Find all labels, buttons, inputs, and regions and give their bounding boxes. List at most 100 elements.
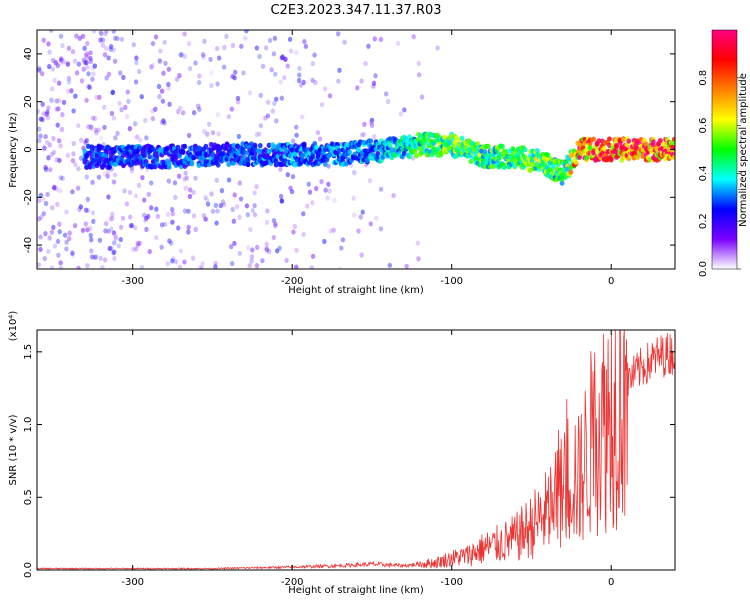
snr-y-scale-label: (x10⁴) bbox=[8, 311, 19, 342]
spectrogram-noise-cell bbox=[82, 45, 87, 51]
spectrogram-ridge-cell bbox=[421, 144, 426, 150]
spectrogram-noise-cell bbox=[43, 164, 48, 171]
spectrogram-noise-cell bbox=[49, 86, 55, 92]
spectrogram-noise-cell bbox=[133, 79, 139, 85]
spectrogram-noise-cell bbox=[263, 45, 269, 51]
spectrogram-noise-cell bbox=[83, 139, 88, 145]
spectrogram-noise-cell bbox=[137, 68, 142, 75]
spectrogram-noise-cell bbox=[40, 101, 45, 107]
spectrogram-noise-cell bbox=[126, 98, 131, 104]
spectrogram-noise-cell bbox=[264, 247, 270, 253]
spectrogram-noise-cell bbox=[131, 246, 136, 252]
spectrogram-noise-cell bbox=[226, 114, 232, 120]
spectrogram-noise-cell bbox=[140, 175, 145, 181]
spectrogram-noise-cell bbox=[99, 135, 104, 141]
spectrogram-ridge-cell bbox=[496, 155, 502, 162]
spectrogram-noise-cell bbox=[159, 119, 165, 125]
spectrogram-noise-cell bbox=[209, 191, 214, 197]
spectrogram-noise-cell bbox=[204, 197, 210, 203]
spectrogram-noise-cell bbox=[231, 218, 237, 224]
spectrogram-noise-cell bbox=[168, 240, 174, 246]
spectrogram-noise-cell bbox=[309, 265, 315, 269]
spectrogram-noise-cell bbox=[121, 74, 126, 81]
spectrogram-noise-cell bbox=[176, 173, 182, 179]
spectrogram-noise-cell bbox=[219, 188, 225, 194]
spectrogram-noise-cell bbox=[288, 185, 293, 191]
spectrogram-ridge-cell bbox=[314, 144, 319, 151]
spectrogram-noise-cell bbox=[76, 123, 81, 129]
spectrogram-noise-cell bbox=[402, 107, 407, 113]
spectrogram-noise-cell bbox=[47, 49, 52, 55]
snr-panel: -300 -200 -100 0 0.0 0.5 1.0 1.5 Height of str… bbox=[8, 311, 676, 596]
spectrogram-noise-cell bbox=[243, 35, 248, 41]
spectrogram-noise-cell bbox=[221, 201, 227, 208]
spectrogram-noise-cell bbox=[85, 64, 90, 71]
spectrogram-noise-cell bbox=[206, 121, 212, 127]
spectrogram-ridge-cell bbox=[363, 148, 368, 154]
spectrogram-ridge-cell bbox=[280, 161, 286, 167]
spectrogram-noise-cell bbox=[254, 132, 260, 138]
spectrogram-noise-cell bbox=[277, 245, 282, 251]
spectrogram-noise-cell bbox=[108, 46, 113, 52]
spectrogram-noise-cell bbox=[158, 48, 163, 54]
spectrogram-noise-cell bbox=[135, 240, 140, 246]
spectrogram-noise-cell bbox=[83, 52, 89, 58]
spectrogram-noise-cell bbox=[111, 115, 117, 121]
spectrogram-noise-cell bbox=[322, 86, 328, 92]
spectrogram-noise-cell bbox=[43, 231, 48, 237]
spectrogram-noise-cell bbox=[362, 131, 367, 137]
spectrogram-ridge-cell bbox=[203, 143, 209, 149]
spectrogram-ridge-cell bbox=[607, 136, 612, 142]
spectrogram-noise-cell bbox=[236, 133, 242, 140]
spectrogram-noise-cell bbox=[230, 206, 235, 213]
spectrogram-noise-cell bbox=[112, 255, 117, 262]
spectrogram-noise-cell bbox=[61, 59, 66, 65]
spectrogram-noise-cell bbox=[49, 151, 54, 158]
spectrogram-noise-cell bbox=[170, 211, 175, 217]
spectrogram-noise-cell bbox=[52, 184, 57, 190]
spectrogram-noise-cell bbox=[351, 195, 356, 201]
spectrogram-noise-cell bbox=[66, 79, 72, 85]
spectrogram-noise-cell bbox=[265, 208, 270, 214]
spectrogram-noise-cell bbox=[104, 75, 109, 81]
spectrogram-noise-cell bbox=[58, 188, 63, 194]
spectrogram-noise-cell bbox=[50, 66, 56, 72]
spectrogram-noise-cell bbox=[247, 90, 253, 96]
spectrogram-noise-cell bbox=[39, 214, 44, 220]
spectrogram-noise-cell bbox=[58, 60, 64, 66]
spectrogram-ridge-cell bbox=[180, 148, 186, 154]
snr-frame bbox=[36, 329, 676, 571]
spectrogram-noise-cell bbox=[86, 124, 91, 130]
spectrogram-noise-cell bbox=[187, 66, 193, 72]
spectrogram-noise-cell bbox=[90, 179, 95, 185]
spectrogram-noise-cell bbox=[89, 254, 95, 260]
spectrogram-ridge-cell bbox=[642, 137, 647, 143]
spectrogram-ridge-cell bbox=[182, 143, 188, 149]
spectrogram-noise-cell bbox=[301, 231, 306, 238]
spectrogram-noise-cell bbox=[66, 236, 72, 242]
spectrogram-ridge-cell bbox=[468, 158, 474, 165]
spectrogram-noise-cell bbox=[56, 80, 62, 86]
spectrogram-heatmap bbox=[37, 30, 675, 269]
spectrogram-noise-cell bbox=[150, 115, 156, 122]
spectrogram-noise-cell bbox=[100, 42, 105, 48]
spectrogram-ridge-cell bbox=[252, 150, 258, 157]
spectrogram-noise-cell bbox=[45, 115, 51, 121]
spectrogram-noise-cell bbox=[137, 240, 142, 246]
spectrogram-noise-cell bbox=[102, 104, 107, 110]
spectrogram-noise-cell bbox=[331, 227, 336, 233]
spectrogram-noise-cell bbox=[84, 97, 89, 103]
spectrogram-noise-cell bbox=[215, 81, 220, 87]
spectrogram-noise-cell bbox=[88, 225, 93, 232]
spectrogram-noise-cell bbox=[166, 85, 171, 91]
spectrogram-noise-cell bbox=[78, 204, 84, 210]
spectrogram-ridge-cell bbox=[559, 180, 565, 186]
spectrogram-noise-cell bbox=[213, 260, 218, 267]
spectrogram-ridge-cell bbox=[322, 147, 328, 153]
spectrogram-noise-cell bbox=[102, 171, 108, 177]
spectrogram-noise-cell bbox=[41, 37, 46, 43]
spectrogram-noise-cell bbox=[134, 134, 140, 140]
spectrogram-noise-cell bbox=[310, 200, 315, 206]
spectrogram-ridge-cell bbox=[189, 161, 195, 167]
